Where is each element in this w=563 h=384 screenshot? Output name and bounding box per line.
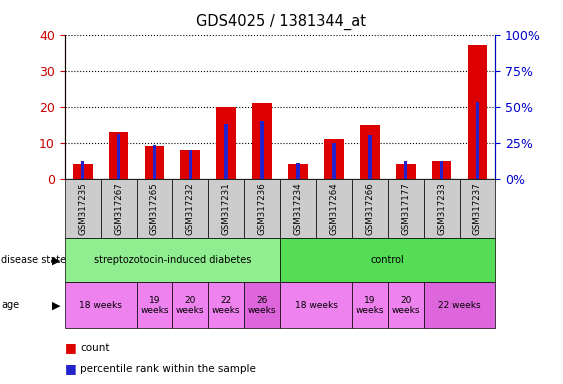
Text: 20
weeks: 20 weeks	[391, 296, 420, 315]
Bar	[225, 124, 228, 179]
Text: ▶: ▶	[52, 255, 60, 265]
Text: disease state: disease state	[1, 255, 66, 265]
Bar	[252, 103, 272, 179]
Text: ▶: ▶	[52, 300, 60, 310]
Text: GSM317233: GSM317233	[437, 182, 446, 235]
Text: age: age	[1, 300, 19, 310]
Text: GSM317264: GSM317264	[329, 182, 338, 235]
Bar	[288, 164, 308, 179]
Bar	[73, 164, 92, 179]
Text: GDS4025 / 1381344_at: GDS4025 / 1381344_at	[196, 13, 367, 30]
Bar	[360, 124, 379, 179]
Bar	[153, 146, 157, 179]
Text: 22 weeks: 22 weeks	[438, 301, 481, 310]
Bar	[145, 146, 164, 179]
Bar	[117, 134, 120, 179]
Text: GSM317232: GSM317232	[186, 182, 195, 235]
Text: GSM317236: GSM317236	[258, 182, 267, 235]
Text: percentile rank within the sample: percentile rank within the sample	[80, 364, 256, 374]
Text: GSM317177: GSM317177	[401, 182, 410, 235]
Text: 19
weeks: 19 weeks	[140, 296, 169, 315]
Bar	[189, 150, 192, 179]
Text: 19
weeks: 19 weeks	[356, 296, 384, 315]
Text: 20
weeks: 20 weeks	[176, 296, 204, 315]
Text: streptozotocin-induced diabetes: streptozotocin-induced diabetes	[93, 255, 251, 265]
Bar	[476, 102, 479, 179]
Bar	[296, 163, 300, 179]
Bar	[216, 107, 236, 179]
Bar	[404, 161, 408, 179]
Text: GSM317235: GSM317235	[78, 182, 87, 235]
Bar	[324, 139, 344, 179]
Bar	[432, 161, 452, 179]
Text: 22
weeks: 22 weeks	[212, 296, 240, 315]
Bar	[181, 150, 200, 179]
Text: GSM317265: GSM317265	[150, 182, 159, 235]
Text: count: count	[80, 343, 109, 353]
Text: GSM317267: GSM317267	[114, 182, 123, 235]
Bar	[332, 142, 336, 179]
Text: GSM317237: GSM317237	[473, 182, 482, 235]
Text: control: control	[371, 255, 405, 265]
Text: 26
weeks: 26 weeks	[248, 296, 276, 315]
Bar	[109, 132, 128, 179]
Bar	[81, 161, 84, 179]
Text: GSM317234: GSM317234	[293, 182, 302, 235]
Text: 18 weeks: 18 weeks	[79, 301, 122, 310]
Bar	[440, 161, 444, 179]
Text: GSM317231: GSM317231	[222, 182, 231, 235]
Text: 18 weeks: 18 weeks	[294, 301, 337, 310]
Text: GSM317266: GSM317266	[365, 182, 374, 235]
Bar	[468, 45, 488, 179]
Text: ■: ■	[65, 362, 77, 375]
Bar	[396, 164, 415, 179]
Bar	[260, 121, 264, 179]
Text: ■: ■	[65, 341, 77, 354]
Bar	[368, 136, 372, 179]
